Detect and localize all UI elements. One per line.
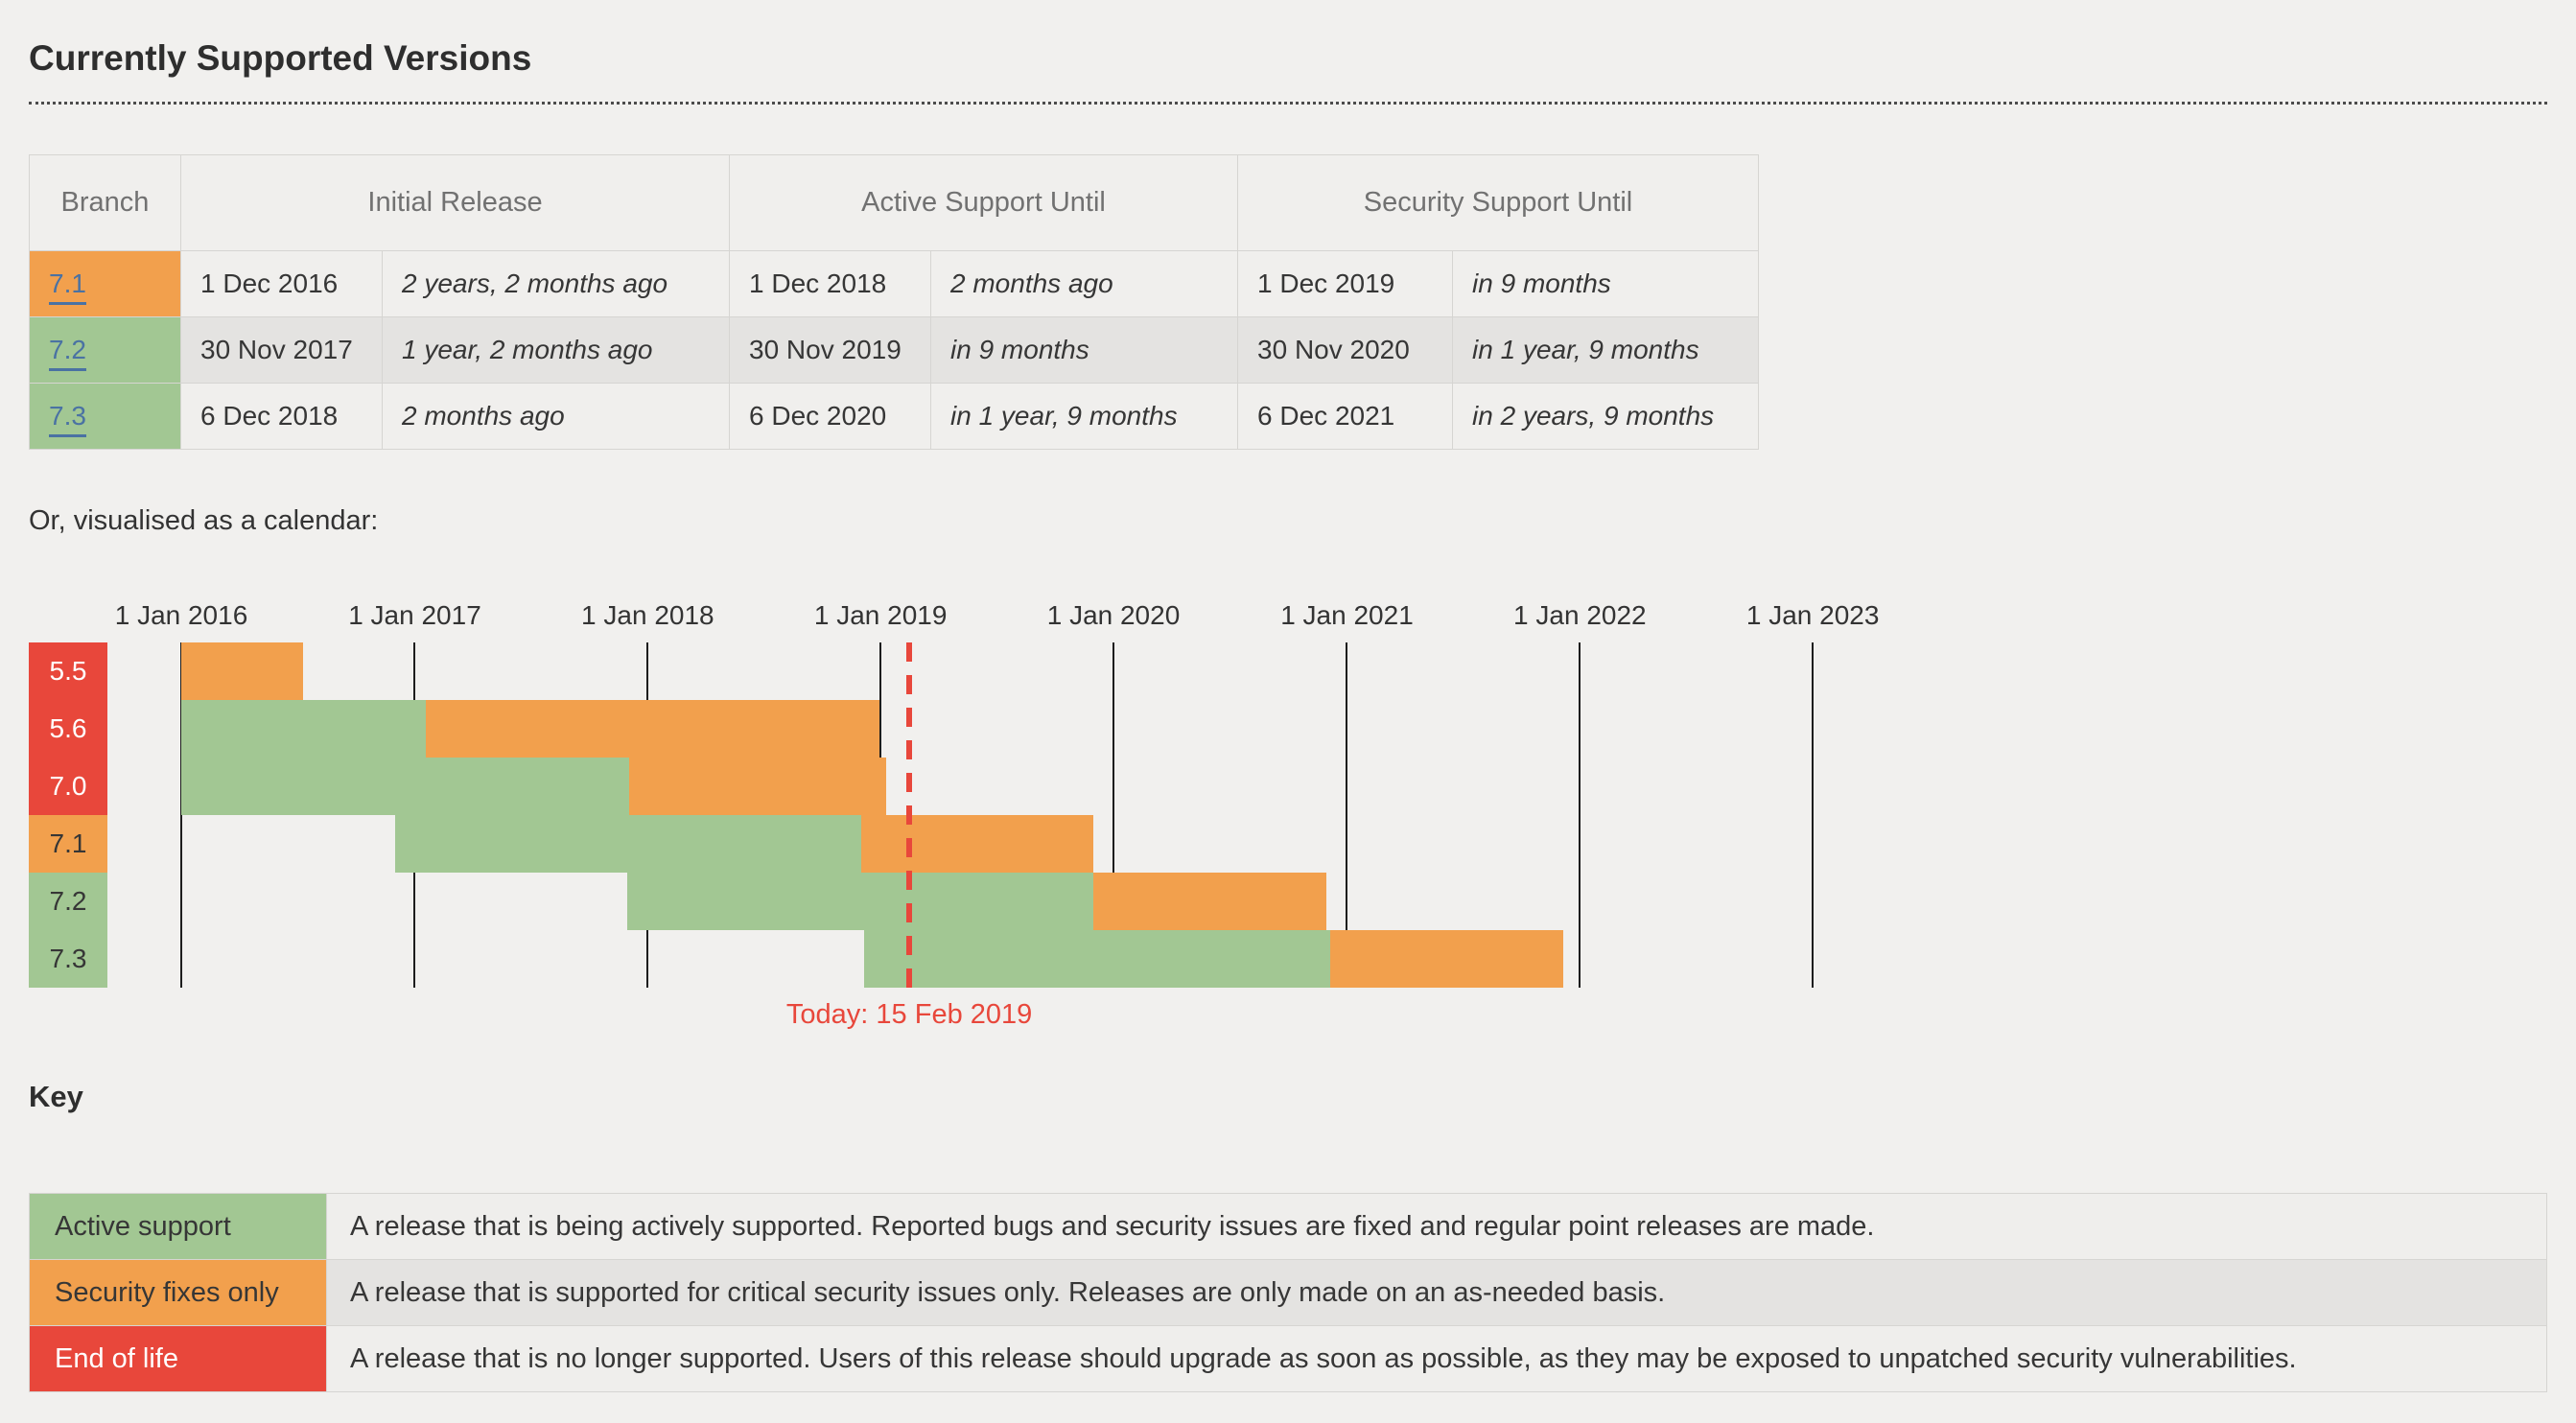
initial-release-relative: 2 years, 2 months ago (382, 250, 730, 317)
gantt-bar-segment (181, 758, 630, 815)
year-gridline (1812, 642, 1815, 988)
active-until-date: 30 Nov 2019 (729, 316, 931, 384)
year-tick-label: 1 Jan 2023 (1745, 600, 1880, 630)
gantt-row-label: 7.0 (29, 758, 107, 815)
calendar-intro-text: Or, visualised as a calendar: (29, 505, 379, 536)
gantt-bar-segment (629, 758, 887, 815)
branch-cell: 7.3 (29, 383, 181, 450)
year-gridline (1346, 642, 1348, 988)
key-description: A release that is no longer supported. U… (326, 1325, 2547, 1392)
active-until-relative: 2 months ago (929, 250, 1239, 317)
key-table: Active support A release that is being a… (29, 1193, 2547, 1392)
year-gridline (180, 642, 182, 988)
page-title: Currently Supported Versions (29, 0, 2547, 105)
initial-release-relative: 2 months ago (382, 383, 730, 450)
key-swatch-security-fixes: Security fixes only (29, 1259, 327, 1326)
initial-release-relative: 1 year, 2 months ago (382, 316, 730, 384)
year-tick-label: 1 Jan 2020 (1046, 600, 1181, 630)
gantt-row-label: 5.5 (29, 642, 107, 700)
gantt-bar-segment (426, 700, 880, 758)
support-calendar-chart: 1 Jan 2016 1 Jan 2017 1 Jan 2018 1 Jan 2019… (29, 595, 2547, 1047)
gantt-bar-segment (863, 930, 1331, 988)
active-until-date: 6 Dec 2020 (729, 383, 931, 450)
gantt-bar-segment (627, 873, 1093, 930)
gantt-bar-segment (394, 815, 861, 873)
today-marker-line (906, 642, 913, 988)
branch-cell: 7.1 (29, 250, 181, 317)
year-tick-label: 1 Jan 2019 (813, 600, 948, 630)
gantt-bar-segment (1092, 873, 1327, 930)
gantt-bar-segment (181, 700, 427, 758)
gantt-row-label: 7.1 (29, 815, 107, 873)
key-row-eol: End of life A release that is no longer … (29, 1325, 2547, 1392)
active-until-date: 1 Dec 2018 (729, 250, 931, 317)
page-content: Currently Supported Versions Branch Init… (29, 0, 2547, 1392)
supported-versions-table: Branch Initial Release Active Support Un… (29, 154, 1760, 450)
gantt-row-label: 5.6 (29, 700, 107, 758)
gantt-row-label: 7.3 (29, 930, 107, 988)
year-tick-label: 1 Jan 2021 (1280, 600, 1414, 630)
support-row-7-1: 7.1 1 Dec 2016 2 years, 2 months ago 1 D… (29, 250, 1760, 317)
support-row-7-3: 7.3 6 Dec 2018 2 months ago 6 Dec 2020 i… (29, 383, 1760, 450)
key-swatch-active-support: Active support (29, 1193, 327, 1260)
branch-cell: 7.2 (29, 316, 181, 384)
year-tick-label: 1 Jan 2022 (1513, 600, 1647, 630)
initial-release-date: 6 Dec 2018 (180, 383, 383, 450)
active-until-relative: in 1 year, 9 months (929, 383, 1239, 450)
col-header-security-support: Security Support Until (1237, 154, 1760, 251)
active-until-relative: in 9 months (929, 316, 1239, 384)
gantt-bar-segment (1330, 930, 1564, 988)
branch-link-7-1[interactable]: 7.1 (49, 268, 86, 305)
gantt-bar-segment (860, 815, 1094, 873)
security-until-date: 6 Dec 2021 (1237, 383, 1454, 450)
security-until-date: 1 Dec 2019 (1237, 250, 1454, 317)
security-until-date: 30 Nov 2020 (1237, 316, 1454, 384)
year-tick-label: 1 Jan 2016 (114, 600, 248, 630)
initial-release-date: 30 Nov 2017 (180, 316, 383, 384)
branch-link-7-2[interactable]: 7.2 (49, 335, 86, 371)
col-header-initial-release: Initial Release (180, 154, 730, 251)
security-until-relative: in 2 years, 9 months (1452, 383, 1760, 450)
year-tick-label: 1 Jan 2017 (348, 600, 481, 630)
gantt-row-label: 7.2 (29, 873, 107, 930)
key-swatch-end-of-life: End of life (29, 1325, 327, 1392)
key-row-active: Active support A release that is being a… (29, 1193, 2547, 1260)
col-header-branch: Branch (29, 154, 181, 251)
key-heading: Key (29, 1080, 83, 1113)
branch-link-7-3[interactable]: 7.3 (49, 401, 86, 437)
key-description: A release that is supported for critical… (326, 1259, 2547, 1326)
support-table-header-row: Branch Initial Release Active Support Un… (29, 154, 1760, 251)
security-until-relative: in 1 year, 9 months (1452, 316, 1760, 384)
security-until-relative: in 9 months (1452, 250, 1760, 317)
support-row-7-2: 7.2 30 Nov 2017 1 year, 2 months ago 30 … (29, 316, 1760, 384)
year-gridline (1112, 642, 1114, 988)
key-description: A release that is being actively support… (326, 1193, 2547, 1260)
gantt-bar-segment (181, 642, 304, 700)
initial-release-date: 1 Dec 2016 (180, 250, 383, 317)
col-header-active-support: Active Support Until (728, 154, 1239, 251)
year-tick-label: 1 Jan 2018 (581, 600, 714, 630)
year-gridline (1579, 642, 1581, 988)
key-row-security: Security fixes only A release that is su… (29, 1259, 2547, 1326)
today-marker-label: Today: 15 Feb 2019 (785, 999, 1033, 1030)
